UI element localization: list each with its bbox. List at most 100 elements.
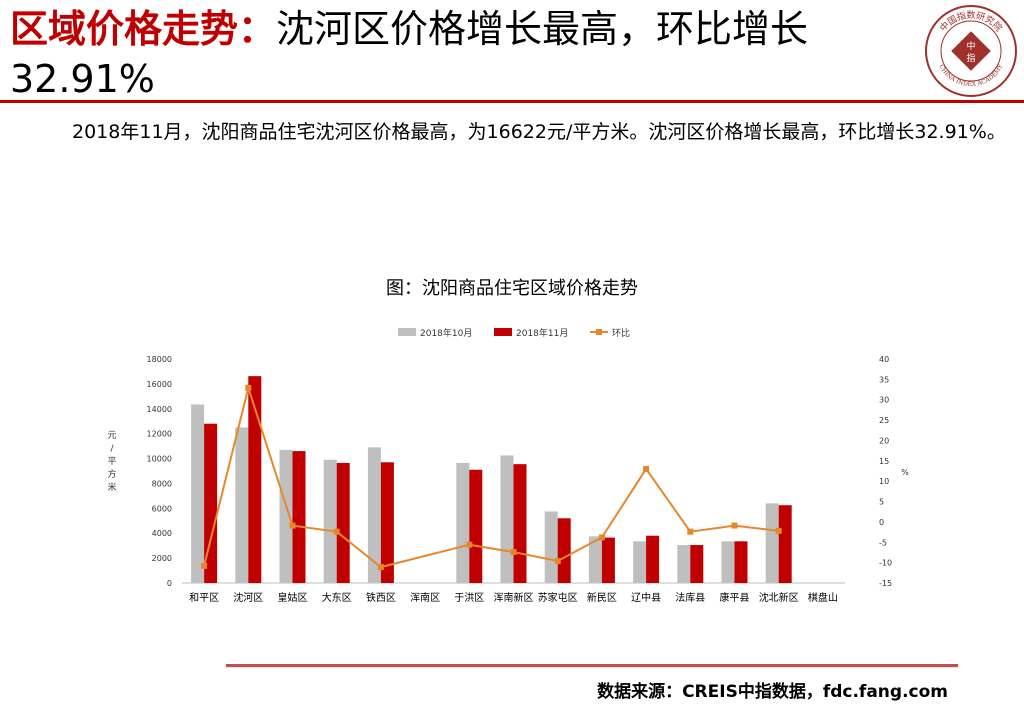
legend-label: 2018年11月	[516, 327, 568, 339]
y-left-axis-label: 方	[107, 468, 116, 480]
bar-oct	[633, 541, 647, 583]
y-right-tick-label: 15	[879, 457, 889, 466]
x-tick-label: 于洪区	[454, 592, 484, 604]
footer-divider	[226, 664, 958, 667]
line-point	[377, 564, 384, 571]
logo-center-top: 中	[966, 40, 975, 52]
bar-oct	[500, 455, 514, 583]
y-left-tick-label: 16000	[147, 380, 172, 389]
x-tick-label: 辽中县	[631, 591, 661, 604]
y-right-tick-label: 30	[879, 396, 889, 405]
bar-oct	[721, 541, 735, 583]
bar-oct	[367, 447, 381, 583]
x-tick-label: 和平区	[189, 592, 219, 604]
bar-nov	[601, 537, 615, 583]
bar-nov	[204, 423, 218, 583]
y-right-tick-label: -10	[879, 559, 892, 568]
bar-nov	[513, 464, 527, 583]
bar-nov	[690, 545, 704, 583]
bar-oct	[677, 545, 691, 583]
x-tick-label: 浑南新区	[494, 591, 534, 604]
legend-label: 环比	[612, 327, 630, 339]
x-tick-label: 法库县	[675, 591, 705, 604]
legend-swatch-marker	[596, 329, 602, 335]
x-tick-label: 棋盘山	[808, 591, 838, 604]
line-point	[466, 541, 473, 548]
page-title-highlight: 区域价格走势：	[10, 7, 277, 51]
bar-nov	[380, 462, 394, 583]
y-right-tick-label: -15	[879, 579, 892, 588]
academy-logo: 中国指数研究院 CHINA INDEX ACADEMY 中 指	[925, 5, 1017, 97]
bar-oct	[235, 427, 249, 583]
line-point	[201, 562, 208, 569]
bar-nov	[646, 535, 660, 583]
y-left-axis-label: 平	[107, 456, 116, 467]
y-left-tick-label: 2000	[152, 554, 172, 563]
bar-oct	[588, 536, 602, 583]
legend-swatch	[398, 328, 416, 336]
line-point	[731, 522, 738, 529]
y-right-tick-label: 25	[879, 416, 889, 425]
line-point	[554, 558, 561, 565]
bar-oct	[279, 449, 293, 583]
x-tick-label: 铁西区	[366, 591, 396, 604]
line-point	[289, 522, 296, 529]
price-trend-chart: 0 2000 4000 6000 8000 10000 12000 14000 16000 180…	[107, 327, 909, 604]
line-point	[687, 528, 694, 535]
page-title-rest: 沈河区价格增长最高，环比增长32.91%	[10, 7, 809, 101]
legend-swatch	[494, 328, 512, 336]
y-right-axis-label: %	[901, 468, 909, 477]
line-point	[643, 465, 650, 472]
y-left-axis-label: 元	[107, 431, 116, 441]
line-point	[775, 527, 782, 534]
data-source: 数据来源：CREIS中指数据，fdc.fang.com	[597, 682, 948, 702]
logo-center-bottom: 指	[966, 52, 975, 64]
y-right-tick-label: 20	[879, 436, 889, 445]
bar-nov	[734, 541, 748, 583]
bar-oct	[544, 511, 558, 583]
y-left-tick-label: 8000	[152, 479, 172, 488]
y-left-tick-label: 6000	[152, 504, 172, 513]
x-tick-label: 沈河区	[233, 591, 263, 604]
x-tick-label: 新民区	[587, 591, 617, 604]
y-right-tick-label: -5	[879, 538, 887, 547]
bar-nov	[469, 469, 483, 583]
bar-nov	[336, 462, 350, 583]
bar-oct	[456, 462, 470, 583]
bar-oct	[765, 503, 779, 583]
line-point	[245, 384, 252, 391]
x-tick-label: 浑南区	[410, 591, 440, 604]
y-right-tick-label: 10	[879, 477, 889, 486]
y-left-tick-label: 12000	[147, 430, 172, 439]
y-left-tick-label: 10000	[147, 455, 172, 464]
title-divider	[0, 100, 1024, 103]
y-right-tick-label: 40	[879, 355, 889, 364]
y-left-tick-label: 4000	[152, 529, 172, 538]
y-left-axis-label: 米	[107, 481, 116, 493]
legend-label: 2018年10月	[420, 327, 472, 339]
bar-nov	[557, 518, 571, 583]
chart-title: 图：沈阳商品住宅区域价格走势	[386, 278, 638, 299]
y-left-tick-label: 0	[167, 579, 172, 588]
y-right-tick-label: 5	[879, 498, 884, 507]
footer-divider-shadow	[226, 667, 958, 668]
bar-oct	[323, 459, 337, 583]
y-left-tick-label: 18000	[147, 355, 172, 364]
bar-nov	[292, 451, 306, 583]
line-point	[333, 528, 340, 535]
y-left-tick-label: 14000	[147, 405, 172, 414]
bar-nov	[778, 505, 792, 583]
y-right-tick-label: 0	[879, 518, 884, 527]
x-tick-label: 大东区	[322, 591, 352, 604]
bar-oct	[191, 404, 205, 583]
page-title: 区域价格走势：沈河区价格增长最高，环比增长32.91%	[10, 4, 910, 104]
line-point	[598, 534, 605, 541]
description-text: 2018年11月，沈阳商品住宅沈河区价格最高，为16622元/平方米。沈河区价格…	[72, 121, 1006, 143]
bar-nov	[248, 376, 262, 583]
x-tick-label: 沈北新区	[759, 591, 799, 604]
line-point	[510, 549, 517, 556]
x-tick-label: 康平县	[720, 591, 750, 604]
y-right-tick-label: 35	[879, 375, 889, 384]
x-tick-label: 皇姑区	[278, 591, 308, 604]
y-left-axis-label: /	[110, 444, 114, 454]
